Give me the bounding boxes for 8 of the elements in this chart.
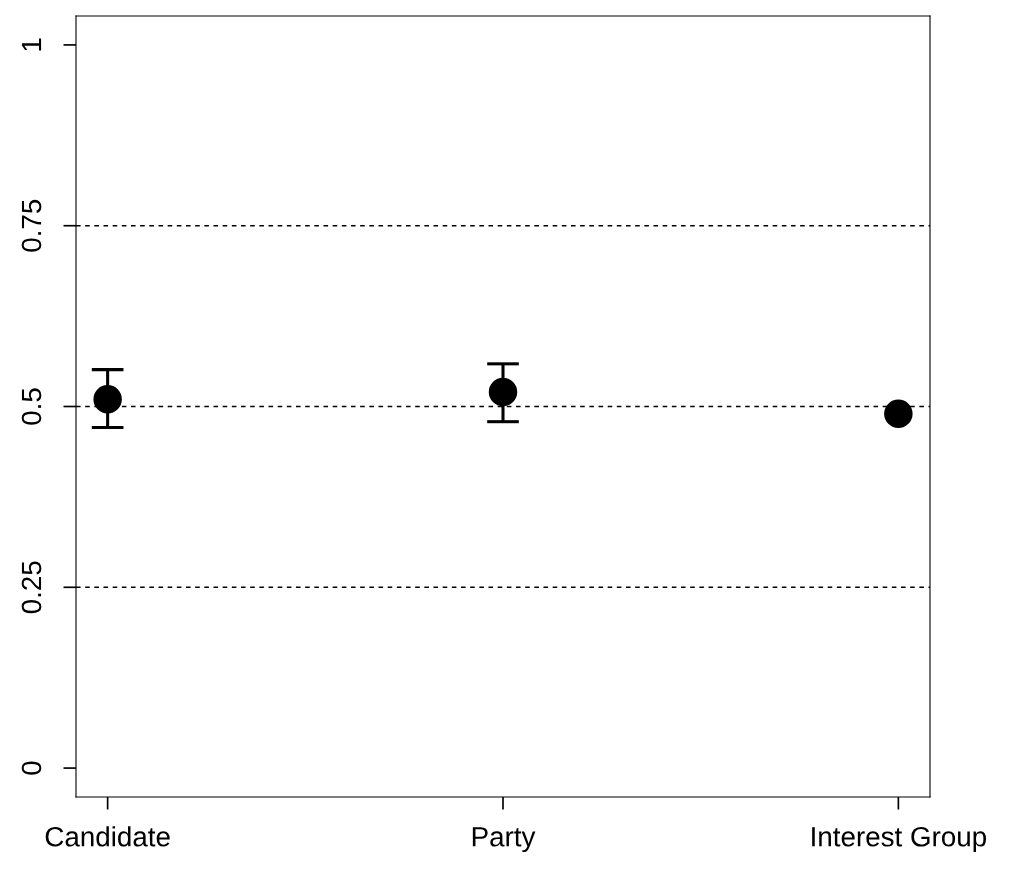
x-tick-label: Interest Group bbox=[812, 826, 986, 853]
y-tick-label: 0.5 bbox=[21, 388, 42, 425]
y-tick-label: 0 bbox=[21, 761, 42, 775]
y-tick-label: 0.75 bbox=[21, 199, 42, 252]
y-tick-label: 1 bbox=[21, 38, 42, 51]
y-tick-label: 0.25 bbox=[21, 561, 42, 614]
x-tick-label: Candidate bbox=[45, 826, 170, 847]
x-tick-label: Party bbox=[472, 827, 536, 853]
